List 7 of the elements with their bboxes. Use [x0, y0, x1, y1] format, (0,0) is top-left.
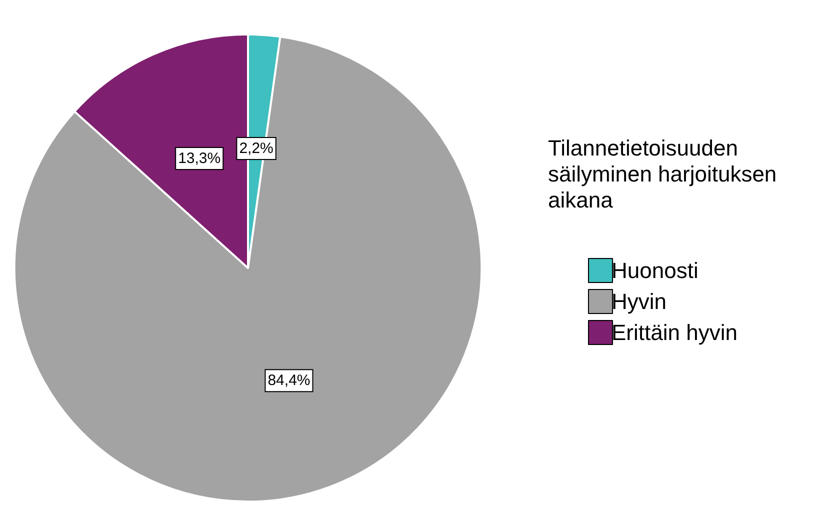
data-label: 13,3%	[178, 150, 221, 168]
legend-label: Hyvin	[612, 289, 667, 314]
data-label: 84,4%	[268, 372, 310, 390]
legend-label: Erittäin hyvin	[612, 320, 738, 345]
legend-title: Tilannetietoisuuden säilyminen harjoituksen aikana	[548, 136, 783, 212]
data-label: 2,2%	[239, 140, 274, 157]
legend-label: Huonosti	[612, 258, 698, 283]
